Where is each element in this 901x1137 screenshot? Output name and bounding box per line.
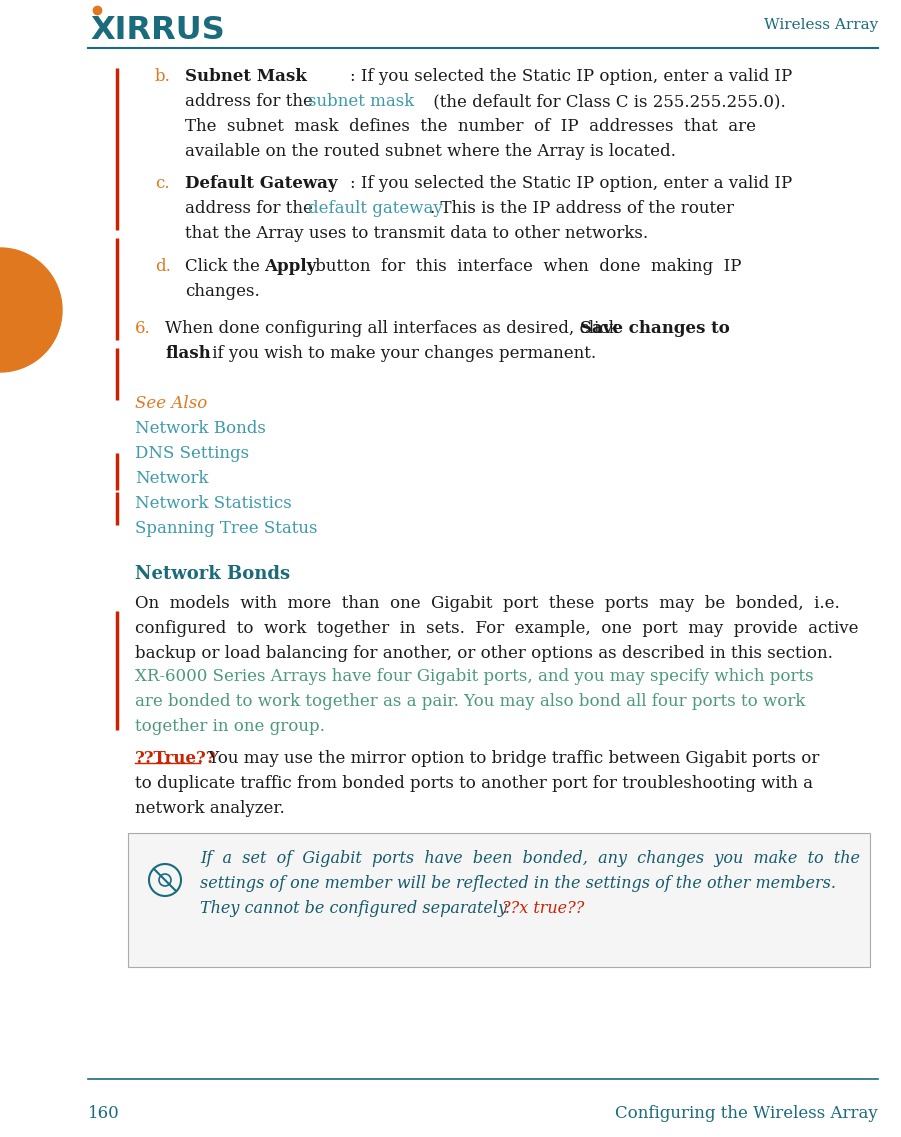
Text: subnet mask: subnet mask — [308, 93, 414, 110]
FancyBboxPatch shape — [128, 833, 870, 966]
Text: together in one group.: together in one group. — [135, 717, 325, 735]
Text: c.: c. — [155, 175, 169, 192]
Text: b.: b. — [155, 68, 171, 85]
Text: changes.: changes. — [185, 283, 259, 300]
Text: Save changes to: Save changes to — [580, 319, 730, 337]
Polygon shape — [0, 248, 62, 372]
Text: Network: Network — [135, 470, 208, 487]
Text: They cannot be configured separately.: They cannot be configured separately. — [200, 901, 510, 918]
Text: Spanning Tree Status: Spanning Tree Status — [135, 520, 317, 537]
Text: Network Bonds: Network Bonds — [135, 420, 266, 437]
Text: Subnet Mask: Subnet Mask — [185, 68, 307, 85]
Text: When done configuring all interfaces as desired, click: When done configuring all interfaces as … — [165, 319, 624, 337]
Text: DNS Settings: DNS Settings — [135, 445, 249, 462]
Text: On  models  with  more  than  one  Gigabit  port  these  ports  may  be  bonded,: On models with more than one Gigabit por… — [135, 595, 840, 612]
Text: ??x true??: ??x true?? — [502, 901, 585, 918]
Text: flash: flash — [165, 345, 211, 362]
Text: button  for  this  interface  when  done  making  IP: button for this interface when done maki… — [310, 258, 742, 275]
Text: See Also: See Also — [135, 395, 207, 412]
Text: Wireless Array: Wireless Array — [764, 18, 878, 32]
Text: XR-6000 Series Arrays have four Gigabit ports, and you may specify which ports: XR-6000 Series Arrays have four Gigabit … — [135, 669, 814, 684]
Text: Apply: Apply — [264, 258, 316, 275]
Text: backup or load balancing for another, or other options as described in this sect: backup or load balancing for another, or… — [135, 645, 833, 662]
Text: If  a  set  of  Gigabit  ports  have  been  bonded,  any  changes  you  make  to: If a set of Gigabit ports have been bond… — [200, 850, 860, 868]
Text: ??True??: ??True?? — [135, 750, 216, 767]
Text: that the Array uses to transmit data to other networks.: that the Array uses to transmit data to … — [185, 225, 648, 242]
Text: available on the routed subnet where the Array is located.: available on the routed subnet where the… — [185, 143, 676, 160]
Text: are bonded to work together as a pair. You may also bond all four ports to work: are bonded to work together as a pair. Y… — [135, 692, 805, 709]
Text: settings of one member will be reflected in the settings of the other members.: settings of one member will be reflected… — [200, 875, 836, 893]
Text: Default Gateway: Default Gateway — [185, 175, 338, 192]
Text: d.: d. — [155, 258, 171, 275]
Text: Configuring the Wireless Array: Configuring the Wireless Array — [615, 1105, 878, 1122]
Text: to duplicate traffic from bonded ports to another port for troubleshooting with : to duplicate traffic from bonded ports t… — [135, 775, 813, 792]
Text: Network Bonds: Network Bonds — [135, 565, 290, 583]
Text: The  subnet  mask  defines  the  number  of  IP  addresses  that  are: The subnet mask defines the number of IP… — [185, 118, 756, 135]
Text: 6.: 6. — [135, 319, 150, 337]
Text: address for the: address for the — [185, 200, 318, 217]
Text: Network Statistics: Network Statistics — [135, 495, 292, 512]
Text: if you wish to make your changes permanent.: if you wish to make your changes permane… — [207, 345, 596, 362]
Text: . This is the IP address of the router: . This is the IP address of the router — [430, 200, 734, 217]
Text: Click the: Click the — [185, 258, 265, 275]
Text: : If you selected the Static IP option, enter a valid IP: : If you selected the Static IP option, … — [350, 68, 792, 85]
Text: network analyzer.: network analyzer. — [135, 800, 285, 818]
Text: XIRRUS: XIRRUS — [90, 15, 224, 45]
Text: 160: 160 — [88, 1105, 120, 1122]
Text: You may use the mirror option to bridge traffic between Gigabit ports or: You may use the mirror option to bridge … — [203, 750, 819, 767]
Text: (the default for Class C is 255.255.255.0).: (the default for Class C is 255.255.255.… — [428, 93, 786, 110]
Text: address for the: address for the — [185, 93, 318, 110]
Text: : If you selected the Static IP option, enter a valid IP: : If you selected the Static IP option, … — [350, 175, 792, 192]
Text: default gateway: default gateway — [308, 200, 442, 217]
Text: configured  to  work  together  in  sets.  For  example,  one  port  may  provid: configured to work together in sets. For… — [135, 620, 859, 637]
